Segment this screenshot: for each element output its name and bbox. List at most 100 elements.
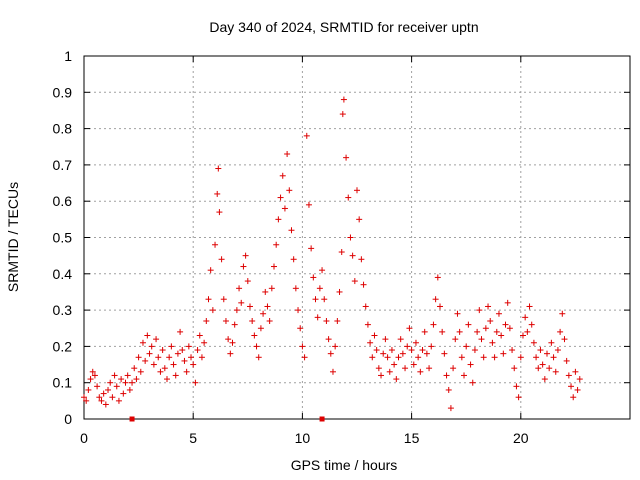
y-axis-label: SRMTID / TECUs [5,182,21,292]
data-point [262,288,269,295]
data-point [255,354,262,361]
data-point [115,397,122,404]
data-point [240,263,247,270]
data-point [430,321,437,328]
y-axis: 0 0.1 0.2 0.3 0.4 0.5 0.6 0.7 0.8 0.9 1 [53,48,630,427]
data-point [500,350,507,357]
data-point [209,307,216,314]
data-point [334,317,341,324]
data-point [111,372,118,379]
data-point [120,390,127,397]
data-point [338,249,345,256]
data-point [129,379,136,386]
data-point [509,347,516,354]
chart-title: Day 340 of 2024, SRMTID for receiver upt… [209,19,478,35]
data-point [231,321,238,328]
data-point [502,321,509,328]
y-tick-label: 0.5 [53,230,73,246]
data-point [351,278,358,285]
data-point [183,368,190,375]
data-point [137,368,144,375]
data-point [201,339,208,346]
data-point [406,325,413,332]
data-point [220,296,227,303]
data-point [100,390,107,397]
data-point [242,252,249,259]
data-point [251,332,258,339]
data-point [482,325,489,332]
data-point [327,350,334,357]
data-point [332,343,339,350]
data-point [439,328,446,335]
data-point [194,347,201,354]
data-point [533,354,540,361]
data-point [215,165,222,172]
data-point [316,285,323,292]
data-point [192,379,199,386]
data-point [227,350,234,357]
data-point [412,339,419,346]
data-point [471,347,478,354]
data-point [146,350,153,357]
data-point [279,172,286,179]
data-point [386,368,393,375]
data-point [139,339,146,346]
data-point [554,347,561,354]
data-point [135,354,142,361]
data-point [157,368,164,375]
data-point [513,383,520,390]
data-point [402,365,409,372]
data-point [415,354,422,361]
data-point [563,357,570,364]
data-point [354,187,360,194]
gap-markers [129,416,325,422]
y-tick-label: 0.1 [53,375,73,391]
data-point [260,310,267,317]
data-point [428,343,435,350]
data-point [384,354,391,361]
data-point [81,394,87,401]
data-point [410,361,417,368]
data-point [504,299,511,306]
data-point [131,365,138,372]
data-point [349,252,356,259]
data-point [369,354,376,361]
data-point [153,336,160,343]
data-point [522,314,529,321]
gridlines [84,56,630,419]
data-point [150,361,157,368]
data-point [89,368,96,375]
data-point [148,343,155,350]
data-point [552,368,559,375]
data-point [196,332,203,339]
data-point [268,285,275,292]
data-point [203,317,210,324]
data-point [133,376,140,383]
data-point [476,307,483,314]
data-point [207,267,214,274]
data-point [198,354,205,361]
data-point [159,347,166,354]
data-point [321,296,328,303]
data-point [450,365,457,372]
x-tick-label: 20 [513,430,529,446]
data-point [319,267,326,274]
data-point [126,386,133,393]
data-point [284,151,291,158]
data-point [155,354,162,361]
data-point [170,361,177,368]
gap-marker [319,416,325,422]
data-point [565,372,572,379]
data-point [489,339,496,346]
data-point [323,317,330,324]
data-point [336,288,343,295]
data-point [299,343,306,350]
data-point [441,350,448,357]
data-point [458,354,465,361]
data-point [568,383,575,390]
data-point [539,361,546,368]
y-tick-label: 0.9 [53,84,73,100]
data-point [517,354,524,361]
data-point [281,205,288,212]
data-point [312,296,319,303]
